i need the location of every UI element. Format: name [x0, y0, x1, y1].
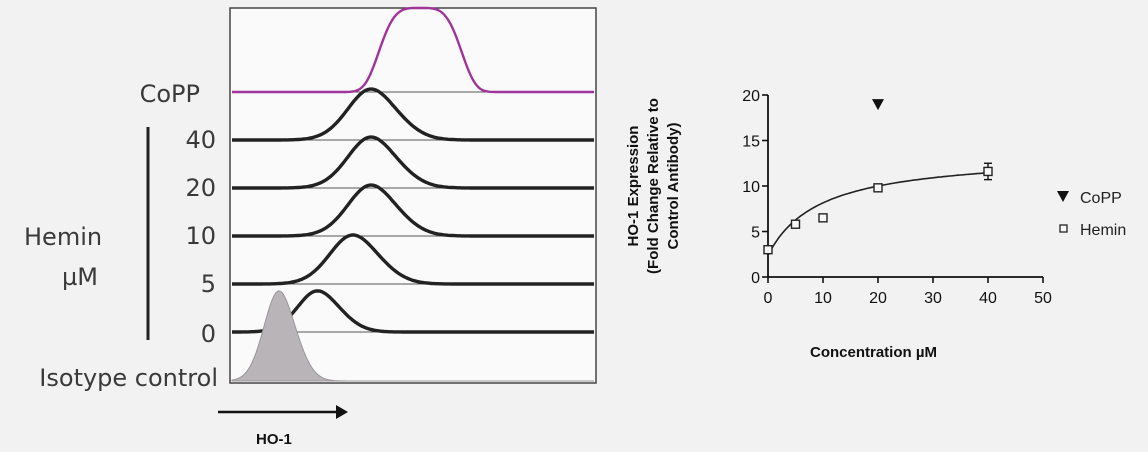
y-tick-label: 15 [742, 134, 760, 151]
histogram-panel: CoPP 40 20 10 5 0 Isotype control Hemin µM HO-… [24, 6, 597, 448]
y-tick-label: 5 [751, 225, 760, 242]
y-tick-label: 10 [742, 179, 760, 196]
histogram-curve [232, 289, 594, 334]
x-tick-label: 20 [869, 290, 887, 307]
ho1-axis-label: HO-1 [256, 431, 292, 448]
hemin-point [873, 183, 883, 193]
hemin-group-label: Hemin [24, 223, 102, 251]
histogram-curves [231, 6, 594, 382]
x-tick-label: 40 [979, 290, 997, 307]
histogram-row-label: 40 [185, 126, 216, 154]
x-tick-label: 0 [764, 290, 773, 307]
legend-copp-marker [1057, 191, 1069, 202]
histogram-row-label: CoPP [140, 80, 200, 108]
y-axis-label: HO-1 Expression (Fold Change Relative to C… [625, 98, 682, 274]
histogram-curve [232, 135, 594, 190]
legend-copp-label: CoPP [1080, 190, 1122, 207]
legend: CoPP Hemin [1057, 190, 1126, 239]
x-tick-label: 10 [814, 290, 832, 307]
x-tick-label: 50 [1034, 290, 1052, 307]
histogram-curve [232, 233, 594, 286]
y-axis-label-line: (Fold Change Relative to [645, 98, 662, 274]
hemin-point [790, 219, 801, 229]
legend-hemin-label: Hemin [1080, 222, 1126, 239]
x-axis-label: Concentration µM [810, 344, 937, 361]
histogram-curve [232, 183, 594, 238]
y-axis-label-line: Control Antibody) [665, 123, 682, 250]
scatter-panel: 0 10 20 30 40 50 0 5 10 15 20 HO-1 Expression (Fold… [625, 88, 1126, 361]
y-tick-label: 0 [751, 270, 760, 287]
ho1-arrow-head [336, 405, 348, 419]
histogram-curve-isotype [231, 290, 594, 382]
histogram-row-label: 5 [201, 270, 216, 298]
axis-ticks: 0 10 20 30 40 50 0 5 10 15 20 [742, 88, 1052, 307]
data-points [763, 99, 993, 255]
hemin-point [818, 213, 828, 223]
histogram-row-label: 10 [185, 222, 216, 250]
histogram-row-label: Isotype control [39, 364, 218, 392]
y-tick-label: 20 [742, 88, 760, 105]
um-group-label: µM [62, 263, 98, 291]
histogram-curve [232, 87, 594, 142]
histogram-curve [232, 6, 594, 94]
legend-hemin-marker [1059, 224, 1068, 233]
y-axis-label-line: HO-1 Expression [625, 126, 642, 247]
hemin-point [763, 244, 773, 255]
copp-point [872, 99, 884, 111]
hemin-point [983, 166, 993, 177]
histogram-row-label: 0 [201, 320, 216, 348]
histogram-row-label: 20 [185, 174, 216, 202]
x-tick-label: 30 [924, 290, 942, 307]
histogram-labels: CoPP 40 20 10 5 0 Isotype control [39, 80, 218, 392]
